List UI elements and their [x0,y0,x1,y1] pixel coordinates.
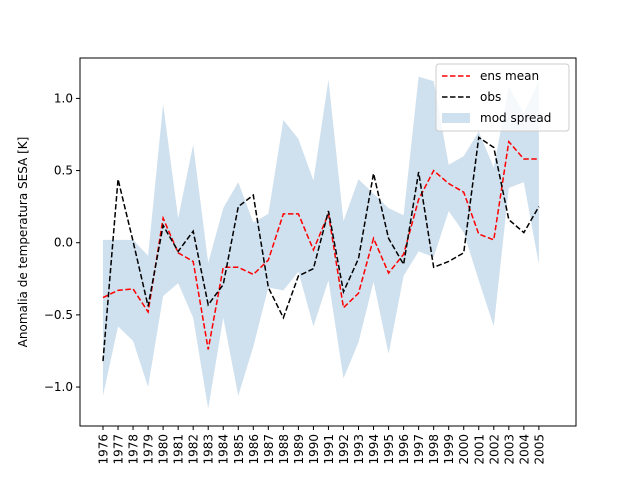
legend-label-obs: obs [480,90,501,104]
x-tick-label: 1999 [442,434,456,465]
x-tick-label: 1978 [127,434,141,465]
legend-label-mod-spread: mod spread [480,111,551,125]
x-tick-label: 1991 [322,434,336,465]
plot-layer [102,76,540,409]
x-axis: 1976 1977 1978 1979 1980 1981 1982 1983 1984 1985… [97,426,546,465]
x-tick-label: 1994 [367,434,381,465]
x-tick-label: 1998 [427,434,441,465]
x-tick-label: 1977 [112,434,126,465]
legend-label-ens-mean: ens mean [480,69,539,83]
x-tick-label: 1990 [307,434,321,465]
x-tick-label: 1976 [97,434,111,465]
y-axis: −1.0 −0.5 0.0 0.5 1.0 [44,91,80,394]
x-tick-label: 2005 [532,434,546,465]
x-tick-label: 1983 [202,434,216,465]
y-tick-label: 0.0 [54,236,73,250]
x-tick-label: 2000 [457,434,471,465]
x-tick-label: 1988 [277,434,291,465]
y-tick-label: 0.5 [54,164,73,178]
legend: ens mean obs mod spread [435,63,570,132]
x-tick-label: 1986 [247,434,261,465]
x-tick-label: 2004 [517,434,531,465]
y-tick-label: −0.5 [44,308,73,322]
x-tick-label: 1992 [337,434,351,465]
x-tick-label: 1979 [142,434,156,465]
series-obs-line [102,136,540,362]
x-tick-label: 1984 [217,434,231,465]
y-tick-label: −1.0 [44,380,73,394]
x-tick-label: 2003 [502,434,516,465]
x-tick-label: 1995 [382,434,396,465]
y-tick-label: 1.0 [54,91,73,105]
x-tick-label: 1997 [412,434,426,465]
x-tick-label: 1993 [352,434,366,465]
x-tick-label: 2002 [487,434,501,465]
x-tick-label: 1996 [397,434,411,465]
x-tick-label: 1987 [262,434,276,465]
x-tick-label: 1982 [187,434,201,465]
x-tick-label: 1989 [292,434,306,465]
y-axis-label: Anomalia de temperatura SESA [K] [16,137,30,348]
x-tick-label: 1981 [172,434,186,465]
x-tick-label: 2001 [472,434,486,465]
x-tick-label: 1980 [157,434,171,465]
legend-swatch-mod-spread [442,113,470,123]
x-tick-label: 1985 [232,434,246,465]
